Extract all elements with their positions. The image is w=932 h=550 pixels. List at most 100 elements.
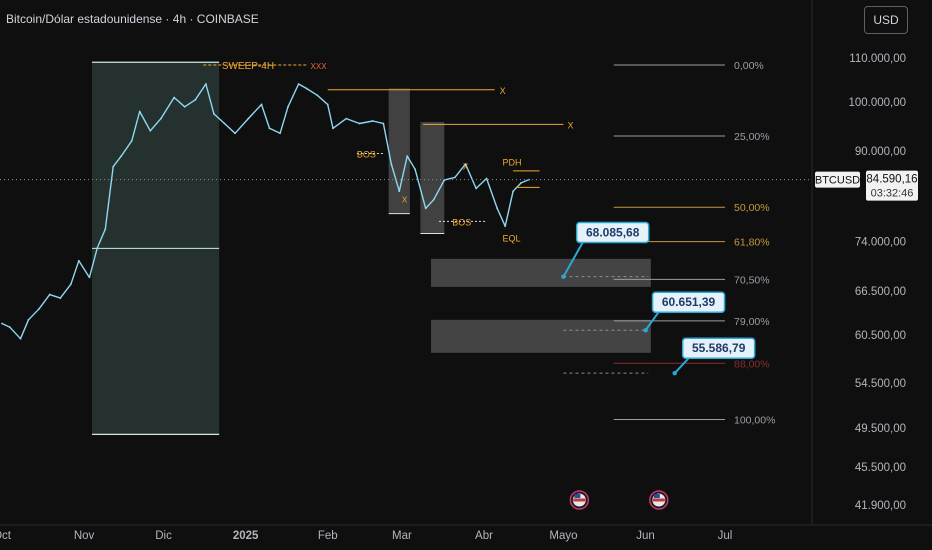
price-callout-1 — [651, 291, 726, 313]
xxx-label: XXX — [311, 62, 328, 71]
price-callout-label-2: 55.586,79 — [692, 341, 746, 355]
price-point — [414, 168, 417, 171]
x-tick-label: Nov — [74, 530, 95, 542]
price-point — [382, 122, 385, 125]
price-callout-label-0: 68.085,68 — [586, 225, 640, 239]
symbol-badge — [815, 171, 860, 188]
price-point — [358, 122, 361, 125]
price-point — [287, 105, 289, 108]
us-flag-icon-stripe — [652, 498, 665, 502]
price-point — [345, 117, 348, 120]
callout-pointer-2 — [673, 357, 690, 374]
price-point — [432, 198, 435, 201]
x-mark-4: X — [463, 162, 469, 171]
price-point — [512, 190, 515, 193]
last-price-badge — [866, 170, 918, 201]
price-callout-0 — [575, 221, 650, 244]
x-mark-1: X — [500, 86, 506, 96]
price-point — [268, 127, 271, 130]
price-point — [453, 176, 456, 179]
pdh-label: PDH — [503, 158, 522, 168]
price-point — [326, 103, 329, 106]
price-point — [27, 318, 30, 321]
callout-anchor-1 — [643, 328, 648, 333]
fib-label-1: 25,00% — [734, 131, 770, 143]
price-point — [424, 207, 427, 210]
price-point — [96, 246, 99, 249]
fib-label-0: 0,00% — [734, 60, 764, 72]
price-point — [69, 283, 72, 286]
price-point — [504, 225, 507, 228]
price-callout-2 — [681, 337, 756, 359]
callout-pointer-0 — [562, 241, 584, 278]
price-point — [316, 94, 319, 97]
price-point — [223, 122, 226, 125]
y-tick-label: 110.000,00 — [849, 53, 906, 65]
price-point — [88, 276, 91, 279]
y-tick-label: 100.000,00 — [848, 97, 906, 109]
us-flag-icon-canton — [653, 494, 660, 498]
price-point — [149, 129, 152, 132]
callout-pointer-1 — [644, 311, 660, 331]
price-point — [77, 259, 80, 262]
demand-zone-lower — [431, 319, 651, 353]
price-point — [247, 117, 250, 120]
x-tick-label: Abr — [475, 530, 493, 542]
x-mark-3: X — [402, 196, 408, 205]
price-point — [104, 228, 107, 231]
y-tick-label: 49.500,00 — [855, 423, 906, 435]
price-point — [173, 96, 176, 99]
y-tick-label: 90.000,00 — [855, 146, 906, 158]
us-flag-icon-stripe — [573, 498, 586, 502]
chart-title: Bitcoin/Dólar estadounidense · 4h · COIN… — [6, 12, 259, 26]
price-point — [138, 110, 141, 113]
price-point — [475, 187, 477, 190]
range-box-feb — [388, 88, 410, 214]
countdown-label: 03:32:46 — [871, 188, 914, 200]
x-tick-label: Oct — [0, 530, 12, 542]
x-tick-label: Mayo — [549, 530, 577, 542]
currency-button[interactable]: USD — [864, 6, 908, 34]
price-point — [485, 177, 488, 180]
us-flag-icon-canton — [574, 494, 581, 498]
price-point — [305, 87, 308, 90]
x-tick-label: 2025 — [233, 530, 259, 542]
price-point — [520, 181, 522, 184]
fib-label-3: 61,80% — [734, 237, 770, 249]
price-point — [212, 112, 215, 115]
x-tick-label: Jun — [636, 530, 655, 542]
bos-label-2: BOS — [452, 217, 471, 227]
y-tick-label: 66.500,00 — [855, 286, 906, 298]
y-tick-label: 41.900,00 — [855, 500, 906, 512]
price-point — [194, 98, 197, 101]
fib-label-4: 70,50% — [734, 274, 770, 286]
x-tick-label: Jul — [718, 530, 733, 542]
fib-label-5: 79,00% — [734, 316, 770, 328]
price-point — [234, 132, 236, 135]
price-point — [332, 127, 334, 130]
price-point — [120, 155, 123, 158]
price-point — [130, 139, 133, 142]
price-point — [183, 105, 186, 108]
fib-label-2: 50,00% — [734, 202, 770, 214]
bos-label-1: BOS — [357, 150, 376, 160]
price-line — [1, 83, 530, 340]
demand-zone-upper — [431, 258, 651, 287]
eql-label: EQL — [503, 234, 521, 244]
last-price-label: 84.590,16 — [866, 174, 917, 186]
y-tick-label: 74.000,00 — [855, 237, 906, 249]
price-point — [398, 190, 401, 193]
price-point — [19, 337, 22, 340]
y-tick-label: 60.500,00 — [855, 330, 906, 342]
price-point — [297, 83, 300, 85]
fib-label-6: 88,00% — [734, 358, 770, 370]
x-tick-label: Mar — [392, 530, 412, 542]
price-point — [205, 83, 207, 85]
price-point — [390, 163, 393, 165]
x-tick-label: Feb — [318, 530, 338, 542]
price-point — [48, 293, 51, 296]
price-point — [112, 165, 115, 168]
x-tick-label: Dic — [155, 530, 172, 542]
price-point — [496, 207, 499, 210]
